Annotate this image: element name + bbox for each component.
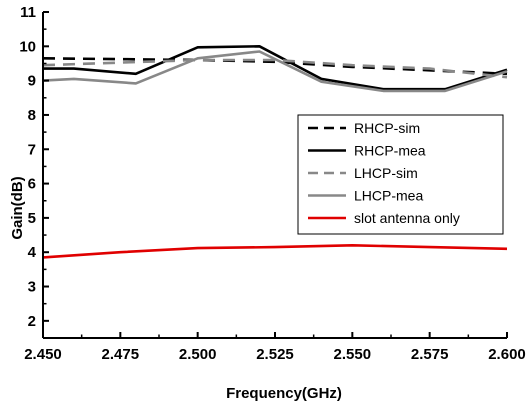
legend-label-4: LHCP-mea xyxy=(354,188,423,204)
x-tick-label: 2.475 xyxy=(102,346,140,363)
y-tick-label: 8 xyxy=(28,107,36,124)
legend: RHCP-sim RHCP-mea LHCP-sim LHCP-mea slot ant… xyxy=(297,114,504,235)
y-tick-label: 2 xyxy=(28,313,36,330)
legend-label-5: slot antenna only xyxy=(354,210,460,226)
x-tick-label: 2.550 xyxy=(334,346,372,363)
y-axis-title: Gain(dB) xyxy=(9,176,26,239)
y-tick-label: 9 xyxy=(28,73,36,90)
y-tick-label: 3 xyxy=(28,279,36,296)
legend-label-1: RHCP-sim xyxy=(354,120,420,136)
y-tick-label: 10 xyxy=(19,38,36,55)
plot-lines xyxy=(42,44,508,259)
legend-box xyxy=(297,114,504,235)
x-tick-label: 2.500 xyxy=(179,346,217,363)
legend-label-2: RHCP-mea xyxy=(354,143,426,159)
x-axis-title: Frequency(GHz) xyxy=(226,385,342,402)
y-tick-label: 7 xyxy=(28,141,36,158)
y-tick-label: 5 xyxy=(28,210,36,227)
series-line-2 xyxy=(43,44,508,91)
series-line-4 xyxy=(42,50,508,93)
y-tick-label: 6 xyxy=(28,176,36,193)
axes: 2 3 4 5 6 7 8 9 10 11 2.450 2.475 2.500 2.525 2.550 2.5… xyxy=(19,4,525,363)
y-tick-label: 11 xyxy=(20,4,36,21)
x-tick-label: 2.575 xyxy=(411,346,449,363)
legend-label-3: LHCP-sim xyxy=(354,165,418,181)
x-tick-label: 2.525 xyxy=(256,346,294,363)
series-line-3 xyxy=(42,58,508,79)
x-tick-label: 2.450 xyxy=(24,346,62,363)
series-line-5 xyxy=(42,244,508,259)
y-tick-label: 4 xyxy=(28,244,37,261)
x-tick-label: 2.600 xyxy=(488,346,526,363)
